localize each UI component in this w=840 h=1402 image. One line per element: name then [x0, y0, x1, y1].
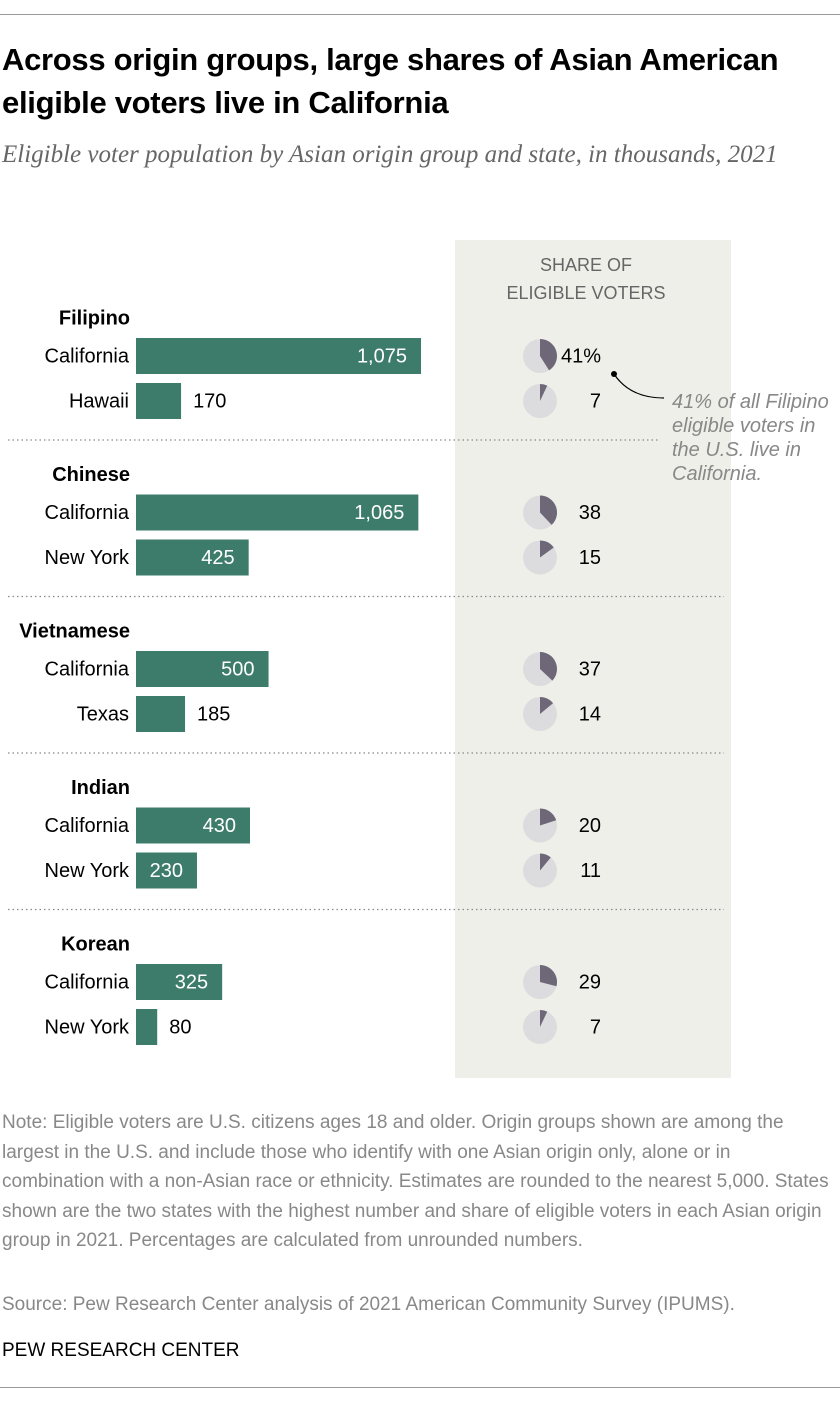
category-label: California	[45, 815, 130, 837]
bar	[136, 1009, 158, 1045]
category-label: New York	[45, 547, 130, 569]
category-label: New York	[45, 860, 130, 882]
bar	[136, 494, 419, 531]
category-label: New York	[45, 1016, 130, 1038]
note: Note: Eligible voters are U.S. citizens …	[2, 1112, 829, 1251]
category-label: Texas	[77, 703, 129, 725]
category-label: California	[45, 502, 130, 524]
bar	[136, 383, 182, 419]
share-label: 7	[590, 1016, 601, 1038]
pie-slice	[540, 965, 558, 987]
share-header: SHARE OF	[540, 255, 632, 275]
bar	[136, 696, 186, 732]
chart-subtitle: Eligible voter population by Asian origi…	[2, 141, 778, 168]
group-label: Vietnamese	[19, 620, 130, 642]
bottom-rule	[0, 1387, 840, 1388]
bar	[136, 964, 223, 1000]
group-label: Korean	[61, 933, 130, 955]
footer: PEW RESEARCH CENTER	[2, 1340, 240, 1361]
category-label: California	[45, 971, 130, 993]
share-label: 20	[579, 815, 601, 837]
value-label: 430	[203, 815, 236, 837]
value-label: 185	[197, 703, 230, 725]
pie-slice	[540, 697, 554, 714]
share-header: ELIGIBLE VOTERS	[506, 283, 665, 303]
share-label: 11	[580, 860, 601, 882]
value-label: 1,075	[357, 345, 407, 367]
bar	[136, 852, 197, 889]
share-label: 15	[579, 547, 601, 569]
group-label: Indian	[71, 777, 130, 799]
source: Source: Pew Research Center analysis of …	[2, 1294, 735, 1315]
category-label: California	[45, 658, 130, 680]
share-label: 7	[590, 390, 601, 412]
value-label: 425	[201, 547, 234, 569]
value-label: 1,065	[354, 502, 404, 524]
bar	[136, 338, 421, 374]
pie-slice	[540, 384, 548, 401]
share-label: 41%	[561, 345, 601, 367]
value-label: 170	[193, 390, 226, 412]
pie-slice	[540, 1010, 548, 1027]
value-label: 325	[175, 971, 208, 993]
value-label: 80	[169, 1016, 191, 1038]
pie-slice	[540, 652, 558, 681]
pie-slice	[540, 808, 557, 826]
bar	[136, 651, 269, 687]
category-label: California	[45, 345, 130, 367]
chart: SHARE OF ELIGIBLE VOTERS Filipino Califor…	[8, 240, 731, 1078]
pie-slice	[540, 495, 558, 525]
pie-slice	[540, 853, 551, 871]
category-label: Hawaii	[69, 390, 129, 412]
group-label: Chinese	[52, 464, 130, 486]
share-label: 29	[579, 971, 601, 993]
share-label: 14	[579, 703, 601, 725]
chart-title: Across origin groups, large shares of As…	[2, 42, 779, 120]
pie-slice	[540, 540, 554, 558]
bar	[136, 539, 249, 576]
pie-slice	[540, 339, 557, 371]
share-column-bg	[455, 240, 731, 1078]
share-label: 37	[579, 658, 601, 680]
group-label: Filipino	[59, 307, 130, 329]
value-label: 500	[221, 658, 254, 680]
share-label: 38	[579, 502, 601, 524]
value-label: 230	[150, 860, 183, 882]
annotation-leader	[613, 373, 665, 399]
top-rule	[0, 14, 840, 15]
annotation: 41% of all Filipino eligible voters in t…	[672, 391, 829, 485]
bar	[136, 807, 250, 844]
